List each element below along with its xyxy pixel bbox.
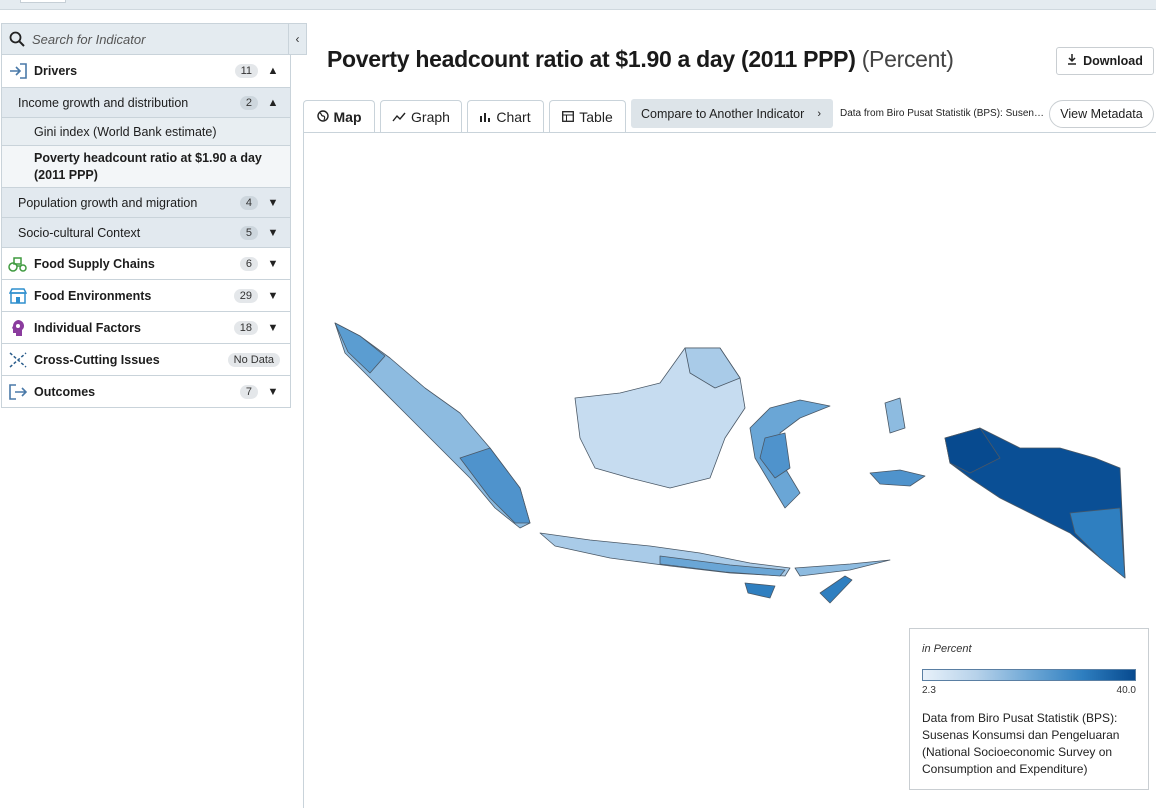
- view-metadata-button[interactable]: View Metadata: [1049, 100, 1154, 128]
- tab-table-label: Table: [579, 109, 613, 125]
- region-papua-south: [1069, 507, 1126, 579]
- table-icon: [562, 109, 575, 125]
- tab-graph[interactable]: Graph: [380, 100, 462, 133]
- nav-food-supply-chains[interactable]: Food Supply Chains 6 ▼: [2, 247, 290, 279]
- nav-sociocultural[interactable]: Socio-cultural Context 5 ▼: [2, 217, 290, 247]
- map-legend: in Percent 2.3 40.0 Data from Biro Pusat…: [909, 628, 1149, 790]
- count-badge: 6: [239, 256, 258, 271]
- chevron-down-icon[interactable]: ▼: [267, 226, 279, 239]
- legend-ticks: 2.3 40.0: [922, 685, 1136, 696]
- tab-graph-label: Graph: [411, 109, 450, 125]
- nav-crosscutting-label: Cross-Cutting Issues: [34, 352, 160, 367]
- chevron-down-icon[interactable]: ▼: [267, 321, 279, 334]
- nav-outcomes[interactable]: Outcomes 7 ▼: [2, 375, 290, 407]
- chevron-down-icon[interactable]: ▼: [267, 257, 279, 270]
- tab-table[interactable]: Table: [549, 100, 626, 133]
- legend-min: 2.3: [922, 685, 936, 696]
- nav-outcomes-label: Outcomes: [34, 384, 96, 399]
- region-timor: [819, 575, 853, 604]
- tractor-icon: [8, 254, 28, 274]
- legend-title: in Percent: [922, 643, 972, 655]
- chevron-down-icon[interactable]: ▼: [267, 196, 279, 209]
- region-nusa-tenggara: [794, 559, 891, 577]
- no-data-badge: No Data: [227, 352, 280, 367]
- collapse-sidebar-button[interactable]: ‹: [288, 24, 306, 54]
- legend-max: 40.0: [1116, 685, 1136, 696]
- nav-food-environments[interactable]: Food Environments 29 ▼: [2, 279, 290, 311]
- legend-color-scale: [922, 669, 1136, 681]
- nav-individual-label: Individual Factors: [34, 320, 141, 335]
- nav-population-label: Population growth and migration: [18, 195, 198, 210]
- bar-chart-icon: [480, 109, 491, 125]
- indicator-sidebar: ‹ Drivers 11 ▲ Income growth and distrib…: [1, 23, 307, 408]
- nav-poverty-headcount[interactable]: Poverty headcount ratio at $1.90 a day (…: [2, 145, 290, 187]
- download-button[interactable]: Download: [1056, 47, 1154, 75]
- top-bar: [0, 0, 1156, 10]
- nav-population[interactable]: Population growth and migration 4 ▼: [2, 187, 290, 217]
- tab-chart-label: Chart: [496, 109, 531, 125]
- indicator-nav: Drivers 11 ▲ Income growth and distribut…: [1, 55, 291, 408]
- chevron-up-icon[interactable]: ▲: [267, 96, 279, 109]
- view-tabs: Map Graph Chart Table: [303, 100, 631, 133]
- count-badge: 5: [239, 225, 258, 240]
- search-box: ‹: [1, 23, 307, 55]
- nav-cross-cutting[interactable]: Cross-Cutting Issues No Data: [2, 343, 290, 375]
- download-label: Download: [1083, 54, 1143, 68]
- choropleth-map[interactable]: [330, 318, 1130, 618]
- top-bar-tab[interactable]: [20, 0, 66, 3]
- chevron-down-icon[interactable]: ▼: [267, 385, 279, 398]
- count-badge: 2: [239, 95, 258, 110]
- count-badge: 4: [239, 195, 258, 210]
- region-sumatra-south: [459, 447, 531, 524]
- nav-income-label: Income growth and distribution: [18, 95, 189, 110]
- nav-individual-factors[interactable]: Individual Factors 18 ▼: [2, 311, 290, 343]
- nav-gini-index[interactable]: Gini index (World Bank estimate): [2, 117, 290, 145]
- count-badge: 7: [239, 384, 258, 399]
- nav-sociocultural-label: Socio-cultural Context: [18, 225, 141, 240]
- nav-gini-label: Gini index (World Bank estimate): [34, 124, 217, 139]
- region-sumba: [744, 582, 776, 599]
- count-badge: 11: [234, 64, 258, 78]
- chevron-up-icon[interactable]: ▲: [267, 65, 279, 77]
- region-kalimantan: [574, 347, 746, 489]
- region-sulawesi-central: [759, 432, 791, 479]
- line-chart-icon: [392, 109, 406, 125]
- arrow-out-icon: [8, 382, 28, 402]
- count-badge: 18: [233, 320, 258, 335]
- nav-income-growth[interactable]: Income growth and distribution 2 ▲: [2, 87, 290, 117]
- map-panel: [303, 132, 1156, 808]
- search-icon: [2, 24, 32, 54]
- nav-food-env-label: Food Environments: [34, 288, 152, 303]
- nav-food-supply-label: Food Supply Chains: [34, 256, 155, 271]
- nav-drivers-label: Drivers: [34, 64, 78, 78]
- store-icon: [8, 286, 28, 306]
- cross-cutting-icon: [8, 350, 28, 370]
- region-papua-west: [944, 427, 1001, 474]
- globe-icon: [316, 109, 329, 125]
- search-input[interactable]: [32, 31, 272, 47]
- chevron-right-icon: ›: [817, 107, 821, 120]
- region-java-east: [659, 555, 786, 577]
- tab-chart[interactable]: Chart: [467, 100, 544, 133]
- chevron-down-icon[interactable]: ▼: [267, 289, 279, 302]
- page-title: Poverty headcount ratio at $1.90 a day (…: [327, 46, 954, 73]
- tab-map[interactable]: Map: [303, 100, 375, 133]
- count-badge: 29: [233, 288, 258, 303]
- indicator-title: Poverty headcount ratio at $1.90 a day (…: [327, 46, 856, 72]
- region-halmahera: [884, 397, 906, 434]
- region-kalimantan-north: [684, 347, 741, 389]
- data-source-text: Data from Biro Pusat Statistik (BPS): Su…: [840, 108, 1046, 119]
- tab-map-label: Map: [333, 109, 362, 125]
- compare-indicator-button[interactable]: Compare to Another Indicator ›: [631, 99, 833, 128]
- download-icon: [1067, 54, 1077, 68]
- indicator-unit: (Percent): [861, 46, 954, 72]
- nav-drivers[interactable]: Drivers 11 ▲: [2, 55, 290, 87]
- compare-label: Compare to Another Indicator: [641, 106, 805, 121]
- nav-poverty-label: Poverty headcount ratio at $1.90 a day (…: [34, 150, 262, 182]
- legend-source: Data from Biro Pusat Statistik (BPS): Su…: [922, 711, 1120, 776]
- head-icon: [8, 318, 28, 338]
- region-sumatra-north: [334, 322, 386, 374]
- arrow-in-icon: [8, 61, 28, 81]
- region-maluku: [869, 469, 926, 487]
